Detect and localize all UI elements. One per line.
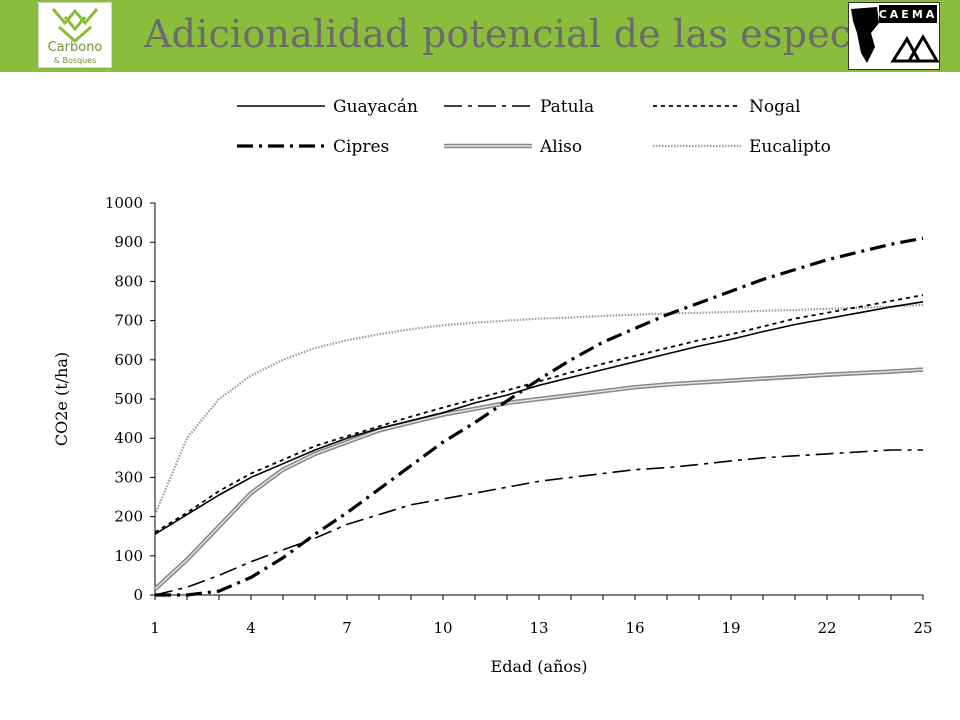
legend-item: Eucalipto [653,137,831,157]
page-title: Adicionalidad potencial de las especies [144,12,907,56]
logo-right-text: CAEMA [879,8,938,21]
legend-label: Cipres [333,137,389,157]
legend-item: Cipres [237,137,389,157]
y-tick-label: 0 [133,586,143,604]
legend-label: Guayacán [333,97,418,117]
x-tick-label: 13 [529,619,548,637]
chart-labels: 0 100 200 300 400 500 600 700 800 900 1000 1 4 7 10 13 1… [52,194,933,676]
x-tick-label: 16 [625,619,644,637]
chart-axes [150,202,924,600]
y-axis-label: CO2e (t/ha) [52,352,71,446]
y-tick-label: 400 [114,429,143,447]
header-bar: Carbono & Bosques Adicionalidad potencia… [0,0,960,72]
legend-item: Nogal [653,97,801,117]
x-tick-label: 1 [150,619,160,637]
y-tick-label: 500 [114,390,143,408]
x-tick-label: 25 [913,619,932,637]
y-tick-label: 1000 [105,194,143,212]
series-line [155,236,924,597]
series-patula [154,449,923,596]
caema-logo: CAEMA [848,2,940,70]
legend-item: Guayacán [237,97,418,117]
series-line [154,449,923,596]
logo-text-bosques: & Bosques [53,56,97,65]
y-tick-label: 100 [114,547,143,565]
carbono-bosques-logo: Carbono & Bosques [38,2,112,68]
series-aliso [153,367,924,591]
y-tick-label: 300 [114,468,143,486]
legend-item: Patula [444,97,594,117]
y-tick-label: 800 [114,272,143,290]
x-tick-label: 7 [342,619,352,637]
legend-item: Aliso [444,137,582,157]
chart-legend: Guayacán Patula Nogal Cipres Aliso Eucalipto [237,97,831,157]
x-axis-label: Edad (años) [491,657,588,676]
y-tick-label: 600 [114,351,143,369]
x-tick-label: 10 [433,619,452,637]
series-line [154,294,924,534]
series-line [154,301,924,535]
legend-label: Eucalipto [749,137,831,157]
series-line [153,303,924,516]
legend-label: Aliso [539,137,582,157]
x-tick-label: 22 [817,619,836,637]
y-tick-label: 200 [114,508,143,526]
series-eucalipto [153,303,924,516]
series-line [154,368,924,590]
series-guayacn [154,301,924,535]
y-tick-label: 900 [114,233,143,251]
series-nogal [154,294,924,534]
x-tick-label: 4 [246,619,256,637]
leaf-icon [51,8,99,43]
logo-text-carbono: Carbono [47,40,103,55]
series-cipres [155,236,924,597]
mountain-map-icon: CAEMA [851,5,939,63]
chart-series [153,236,924,597]
x-tick-label: 19 [721,619,740,637]
legend-label: Nogal [749,97,801,117]
y-tick-label: 700 [114,312,143,330]
legend-label: Patula [540,97,594,117]
